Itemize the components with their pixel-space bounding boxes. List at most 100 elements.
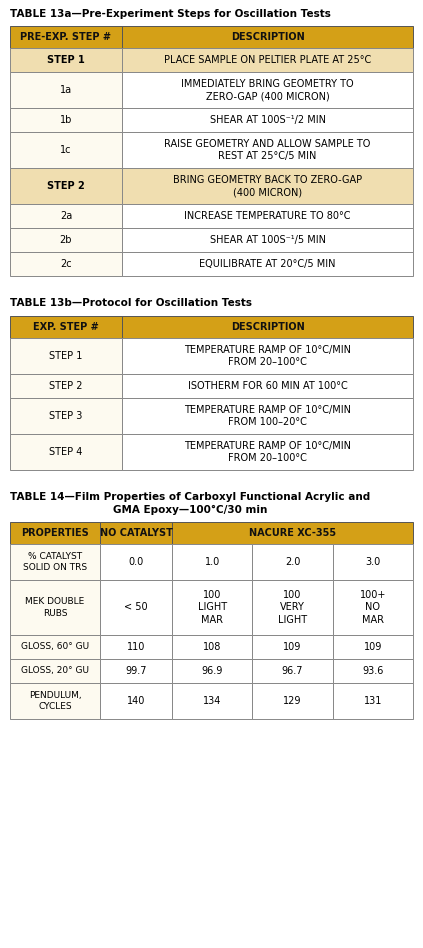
Text: 3.0: 3.0 <box>365 557 380 567</box>
Bar <box>122 228 413 252</box>
Bar <box>100 580 172 635</box>
Bar <box>122 108 413 132</box>
Text: NACURE XC-355: NACURE XC-355 <box>249 528 336 538</box>
Bar <box>10 168 122 204</box>
Bar <box>122 168 413 204</box>
Bar <box>100 659 172 683</box>
Text: STEP 4: STEP 4 <box>49 447 82 457</box>
Text: 2c: 2c <box>60 259 72 269</box>
Text: 100
VERY
LIGHT: 100 VERY LIGHT <box>278 590 307 625</box>
Bar <box>332 659 413 683</box>
Text: BRING GEOMETRY BACK TO ZERO-GAP
(400 MICRON): BRING GEOMETRY BACK TO ZERO-GAP (400 MIC… <box>173 174 362 197</box>
Text: ISOTHERM FOR 60 MIN AT 100°C: ISOTHERM FOR 60 MIN AT 100°C <box>188 381 347 391</box>
Bar <box>332 544 413 580</box>
Text: RAISE GEOMETRY AND ALLOW SAMPLE TO
REST AT 25°C/5 MIN: RAISE GEOMETRY AND ALLOW SAMPLE TO REST … <box>164 138 371 161</box>
Text: INCREASE TEMPERATURE TO 80°C: INCREASE TEMPERATURE TO 80°C <box>184 211 351 221</box>
Text: % CATALYST
SOLID ON TRS: % CATALYST SOLID ON TRS <box>23 552 87 572</box>
Bar <box>100 522 172 544</box>
Bar <box>253 544 332 580</box>
Bar <box>10 580 100 635</box>
Text: 99.7: 99.7 <box>125 666 147 676</box>
Bar <box>253 635 332 659</box>
Bar <box>122 374 413 398</box>
Text: 108: 108 <box>203 642 221 652</box>
Bar <box>172 580 253 635</box>
Bar <box>172 522 413 544</box>
Bar <box>332 683 413 719</box>
Text: 110: 110 <box>127 642 145 652</box>
Text: 100
LIGHT
MAR: 100 LIGHT MAR <box>198 590 227 625</box>
Bar <box>122 132 413 168</box>
Bar <box>10 659 100 683</box>
Bar <box>10 228 122 252</box>
Bar <box>122 252 413 276</box>
Text: 131: 131 <box>364 696 382 706</box>
Bar <box>172 635 253 659</box>
Bar <box>122 316 413 338</box>
Text: SHEAR AT 100S⁻¹/5 MIN: SHEAR AT 100S⁻¹/5 MIN <box>209 235 326 245</box>
Text: STEP 3: STEP 3 <box>49 411 82 421</box>
Text: TEMPERATURE RAMP OF 10°C/MIN
FROM 20–100°C: TEMPERATURE RAMP OF 10°C/MIN FROM 20–100… <box>184 441 351 464</box>
Text: 129: 129 <box>283 696 302 706</box>
Bar <box>10 683 100 719</box>
Bar <box>10 26 122 48</box>
Text: SHEAR AT 100S⁻¹/2 MIN: SHEAR AT 100S⁻¹/2 MIN <box>209 115 326 125</box>
Bar <box>10 544 100 580</box>
Bar <box>10 204 122 228</box>
Text: GLOSS, 60° GU: GLOSS, 60° GU <box>21 643 89 651</box>
Bar <box>10 522 100 544</box>
Bar <box>10 108 122 132</box>
Text: TEMPERATURE RAMP OF 10°C/MIN
FROM 20–100°C: TEMPERATURE RAMP OF 10°C/MIN FROM 20–100… <box>184 345 351 367</box>
Text: TABLE 14—Film Properties of Carboxyl Functional Acrylic and
GMA Epoxy—100°C/30 m: TABLE 14—Film Properties of Carboxyl Fun… <box>10 492 370 515</box>
Text: STEP 2: STEP 2 <box>47 181 85 191</box>
Bar <box>100 683 172 719</box>
Bar <box>122 338 413 374</box>
Bar <box>10 338 122 374</box>
Bar <box>10 635 100 659</box>
Bar <box>10 374 122 398</box>
Text: 2b: 2b <box>60 235 72 245</box>
Bar <box>172 659 253 683</box>
Text: TEMPERATURE RAMP OF 10°C/MIN
FROM 100–20°C: TEMPERATURE RAMP OF 10°C/MIN FROM 100–20… <box>184 405 351 428</box>
Bar <box>122 72 413 108</box>
Text: IMMEDIATELY BRING GEOMETRY TO
ZERO-GAP (400 MICRON): IMMEDIATELY BRING GEOMETRY TO ZERO-GAP (… <box>181 79 354 101</box>
Text: DESCRIPTION: DESCRIPTION <box>231 322 305 332</box>
Bar <box>10 398 122 434</box>
Text: PENDULUM,
CYCLES: PENDULUM, CYCLES <box>29 691 81 711</box>
Text: STEP 2: STEP 2 <box>49 381 83 391</box>
Text: 96.7: 96.7 <box>282 666 303 676</box>
Bar <box>253 580 332 635</box>
Text: NO CATALYST: NO CATALYST <box>99 528 173 538</box>
Text: STEP 1: STEP 1 <box>47 55 85 65</box>
Text: PLACE SAMPLE ON PELTIER PLATE AT 25°C: PLACE SAMPLE ON PELTIER PLATE AT 25°C <box>164 55 371 65</box>
Text: 140: 140 <box>127 696 145 706</box>
Text: TABLE 13b—Protocol for Oscillation Tests: TABLE 13b—Protocol for Oscillation Tests <box>10 298 252 308</box>
Bar <box>253 683 332 719</box>
Bar <box>100 544 172 580</box>
Bar <box>10 316 122 338</box>
Bar <box>122 434 413 470</box>
Bar <box>332 635 413 659</box>
Text: DESCRIPTION: DESCRIPTION <box>231 32 305 42</box>
Text: 109: 109 <box>283 642 302 652</box>
Text: 109: 109 <box>364 642 382 652</box>
Text: 100+
NO
MAR: 100+ NO MAR <box>360 590 386 625</box>
Text: MEK DOUBLE
RUBS: MEK DOUBLE RUBS <box>25 597 85 617</box>
Text: PRE-EXP. STEP #: PRE-EXP. STEP # <box>20 32 112 42</box>
Bar <box>10 132 122 168</box>
Text: 1b: 1b <box>60 115 72 125</box>
Text: EXP. STEP #: EXP. STEP # <box>33 322 99 332</box>
Text: 2a: 2a <box>60 211 72 221</box>
Bar <box>253 659 332 683</box>
Bar <box>172 683 253 719</box>
Bar <box>122 26 413 48</box>
Bar <box>172 544 253 580</box>
Bar <box>122 204 413 228</box>
Text: GLOSS, 20° GU: GLOSS, 20° GU <box>21 666 89 676</box>
Text: 93.6: 93.6 <box>362 666 384 676</box>
Text: EQUILIBRATE AT 20°C/5 MIN: EQUILIBRATE AT 20°C/5 MIN <box>199 259 336 269</box>
Text: 2.0: 2.0 <box>285 557 300 567</box>
Bar <box>332 580 413 635</box>
Bar <box>122 398 413 434</box>
Text: 0.0: 0.0 <box>128 557 144 567</box>
